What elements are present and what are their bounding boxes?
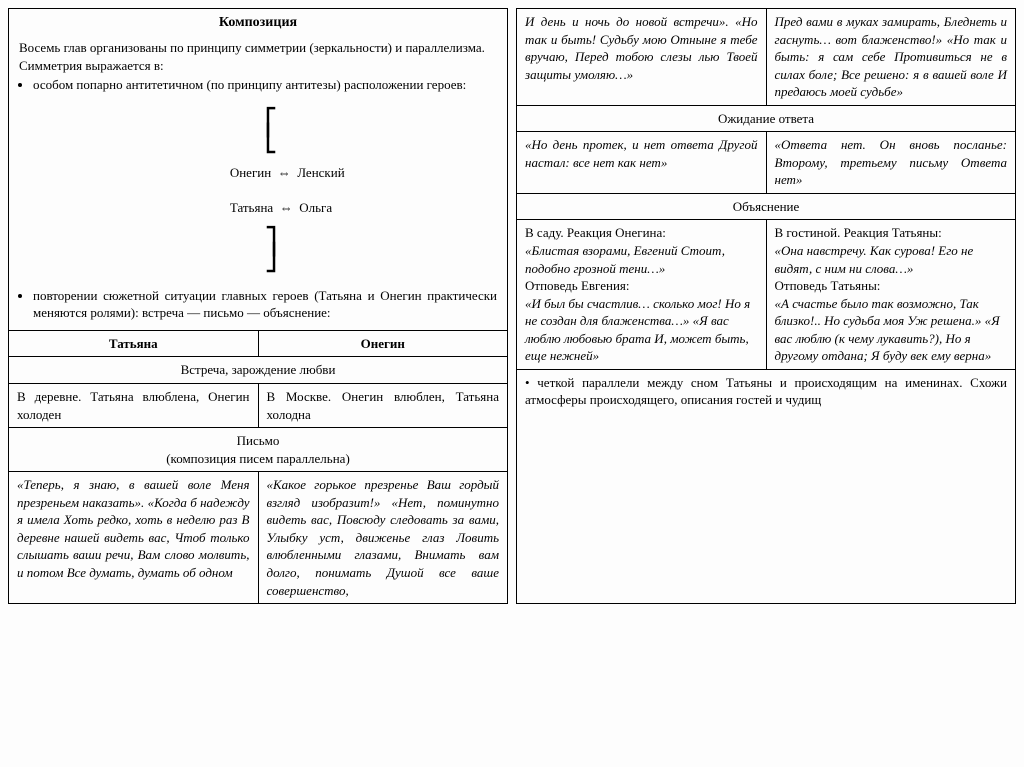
right-table: И день и ночь до новой встречи». «Но так… (517, 9, 1015, 413)
meet-o: В Москве. Онегин влюблен, Татьяна холодн… (258, 384, 507, 428)
intro-p2: Симметрия выражается в: (19, 57, 497, 75)
letter-hdr-2: (композиция писем параллельна) (166, 451, 350, 466)
poem-t2: И день и ночь до новой встречи». «Но так… (517, 9, 766, 105)
bullet-2: повторении сюжетной ситуации главных гер… (33, 287, 497, 322)
exp-t-q1: «Блистая взорами, Евгений Стоит, подобно… (525, 243, 725, 276)
poem-t1: «Теперь, я знаю, в вашей воле Меня презр… (9, 472, 258, 603)
final-bullet: • четкой параллели между сном Татьяны и … (517, 369, 1015, 413)
exp-header: Объяснение (517, 193, 1015, 220)
pair2b: Ольга (299, 200, 332, 215)
pair1b: Ленский (297, 165, 344, 180)
left-column: Композиция Восемь глав организованы по п… (8, 8, 508, 604)
exp-o-q1: «Она навстречу. Как сурова! Его не видят… (775, 243, 974, 276)
final-text: четкой параллели между сном Татьяны и пр… (525, 375, 1007, 408)
left-table: Татьяна Онегин Встреча, зарождение любви… (9, 330, 507, 603)
bullet-1: особом попарно антитетичном (по принципу… (33, 76, 497, 94)
wait-header: Ожидание ответа (517, 105, 1015, 132)
pair1a: Онегин (230, 165, 271, 180)
intro-p1: Восемь глав организованы по принципу сим… (19, 39, 497, 57)
poem-o2: Пред вами в муках замирать, Бледнеть и г… (766, 9, 1015, 105)
th-onegin: Онегин (258, 330, 507, 357)
exp-o: В гостиной. Реакция Татьяны: «Она навстр… (766, 220, 1015, 369)
letter-hdr-1: Письмо (237, 433, 280, 448)
wait-o: «Ответа нет. Он вновь посланье: Второму,… (766, 132, 1015, 194)
exp-o-mid: Отповедь Татьяны: (775, 278, 881, 293)
exp-t: В саду. Реакция Онегина: «Блистая взорам… (517, 220, 766, 369)
poem-o1: «Какое горькое презренье Ваш гордый взгл… (258, 472, 507, 603)
right-column: И день и ночь до новой встречи». «Но так… (516, 8, 1016, 604)
exp-o-q2: «А счастье было так возможно, Так близко… (775, 296, 1000, 364)
exp-o-pre: В гостиной. Реакция Татьяны: (775, 225, 942, 240)
pair2a: Татьяна (230, 200, 273, 215)
letter-header: Письмо (композиция писем параллельна) (9, 428, 507, 472)
th-tatyana: Татьяна (9, 330, 258, 357)
exp-t-pre: В саду. Реакция Онегина: (525, 225, 666, 240)
meet-t: В деревне. Татьяна влюблена, Онегин холо… (9, 384, 258, 428)
wait-t: «Но день протек, и нет ответа Другой нас… (517, 132, 766, 194)
intro-block: Восемь глав организованы по принципу сим… (9, 35, 507, 330)
exp-t-mid: Отповедь Евгения: (525, 278, 630, 293)
exp-t-q2: «И был бы счастлив… сколько мог! Но я не… (525, 296, 750, 364)
title: Композиция (9, 15, 507, 31)
hero-pairs: ⎡⎣ Онегин ⇔ Ленский Татьяна ⇔ Ольга ⎤⎦ (19, 98, 497, 283)
meet-header: Встреча, зарождение любви (9, 357, 507, 384)
